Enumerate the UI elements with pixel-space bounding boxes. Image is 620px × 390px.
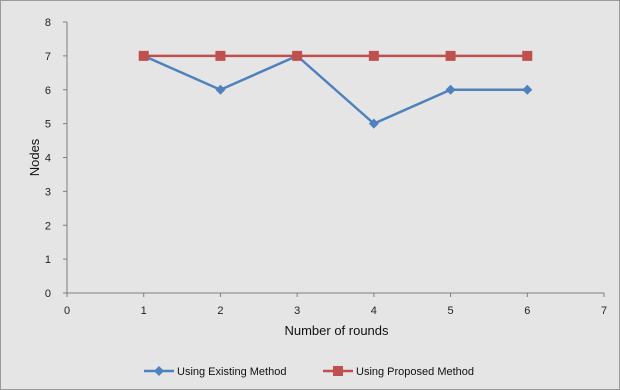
data-point-proposed	[445, 50, 456, 61]
legend-label-existing: Using Existing Method	[177, 366, 286, 378]
legend-marker-existing	[154, 366, 164, 376]
x-tick-label: 7	[601, 305, 607, 317]
y-tick-label: 0	[45, 288, 51, 300]
data-point-proposed	[215, 50, 226, 61]
data-point-proposed	[522, 50, 533, 61]
series-line-existing	[143, 54, 528, 125]
y-tick-label: 8	[45, 17, 51, 29]
y-tick-label: 4	[45, 153, 51, 165]
x-axis-ticks: 0 1 2 3 4 5 6 7	[64, 293, 607, 317]
y-tick-label: 1	[45, 254, 51, 266]
y-tick-label: 2	[45, 220, 51, 232]
legend-item-existing: Using Existing Method	[144, 366, 286, 378]
y-axis-title: Nodes	[27, 138, 42, 176]
legend-marker-proposed	[333, 366, 343, 376]
axes	[66, 22, 604, 294]
data-point-existing	[368, 118, 379, 129]
y-tick-label: 3	[45, 186, 51, 198]
data-point-proposed	[138, 50, 149, 61]
y-axis-ticks: 0 1 2 3 4 5 6 7 8	[45, 17, 67, 300]
data-point-existing	[215, 84, 226, 95]
legend: Using Existing Method Using Proposed Met…	[144, 366, 474, 378]
data-point-existing	[522, 84, 533, 95]
x-tick-label: 5	[448, 305, 454, 317]
x-tick-label: 2	[217, 305, 223, 317]
data-point-proposed	[292, 50, 303, 61]
y-tick-label: 6	[45, 85, 51, 97]
x-tick-label: 4	[371, 305, 377, 317]
y-tick-label: 7	[45, 51, 51, 63]
x-tick-label: 1	[141, 305, 147, 317]
data-point-proposed	[368, 50, 379, 61]
x-axis-title: Number of rounds	[284, 323, 389, 338]
series-layer	[138, 50, 533, 129]
legend-label-proposed: Using Proposed Method	[356, 366, 474, 378]
y-tick-label: 5	[45, 119, 51, 131]
data-point-existing	[445, 84, 456, 95]
x-tick-label: 6	[524, 305, 530, 317]
legend-item-proposed: Using Proposed Method	[323, 366, 474, 378]
x-tick-label: 3	[294, 305, 300, 317]
x-tick-label: 0	[64, 305, 70, 317]
